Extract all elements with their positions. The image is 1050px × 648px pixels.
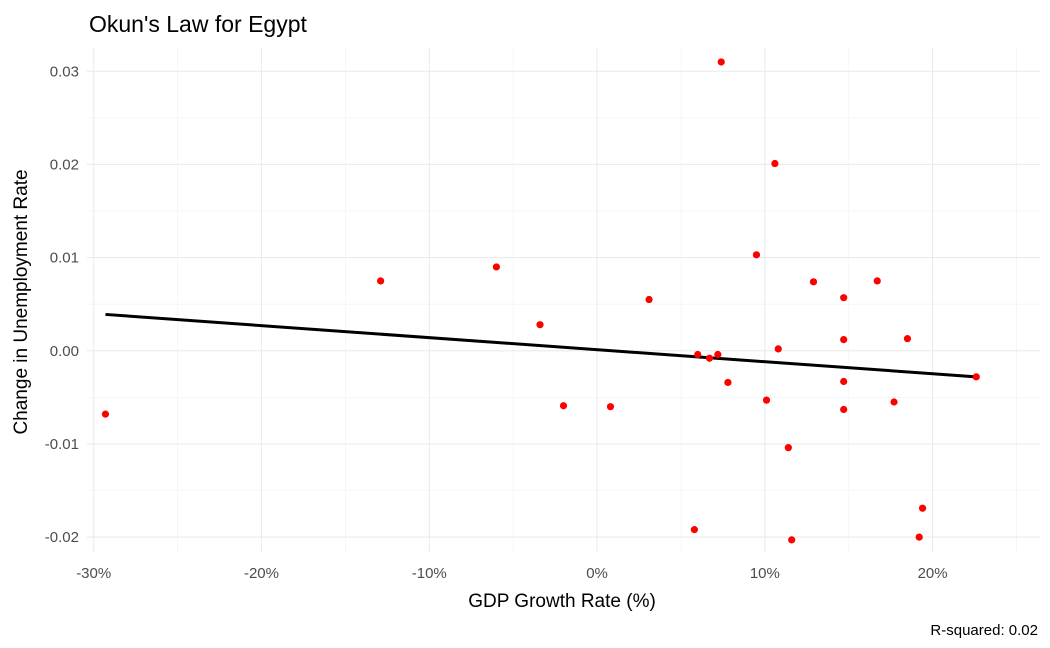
data-point bbox=[918, 504, 927, 512]
x-axis-title: GDP Growth Rate (%) bbox=[468, 591, 656, 612]
y-tick-label: -0.01 bbox=[45, 436, 79, 453]
y-tick-label: 0.01 bbox=[50, 250, 79, 267]
data-point bbox=[536, 321, 544, 329]
data-point bbox=[840, 294, 848, 302]
data-point bbox=[705, 354, 714, 362]
data-point bbox=[972, 373, 980, 381]
data-point bbox=[690, 526, 698, 534]
x-tick-label: -20% bbox=[244, 565, 279, 582]
data-point bbox=[724, 378, 732, 387]
data-point bbox=[714, 350, 722, 359]
x-tick-label: -30% bbox=[76, 565, 111, 582]
data-point bbox=[873, 277, 881, 285]
data-point bbox=[377, 277, 385, 285]
data-point bbox=[694, 350, 702, 359]
y-tick-label: 0.02 bbox=[50, 156, 79, 173]
y-tick-label: 0.00 bbox=[50, 343, 79, 360]
y-tick-label: -0.02 bbox=[45, 529, 79, 546]
data-point bbox=[559, 402, 568, 410]
r-squared-caption: R-squared: 0.02 bbox=[930, 622, 1038, 639]
x-axis-ticks: -30% -20% -10% 0% 10% 20% bbox=[76, 565, 947, 582]
data-point bbox=[101, 410, 110, 418]
data-point bbox=[492, 263, 500, 271]
data-point bbox=[771, 159, 779, 168]
x-tick-label: -10% bbox=[412, 565, 447, 582]
data-point bbox=[752, 251, 761, 259]
x-tick-label: 0% bbox=[586, 565, 608, 582]
chart-title: Okun's Law for Egypt bbox=[89, 11, 307, 37]
x-tick-label: 20% bbox=[918, 565, 948, 582]
x-tick-label: 10% bbox=[750, 565, 780, 582]
data-point bbox=[915, 533, 923, 541]
trend-line-layer bbox=[105, 312, 977, 379]
data-point bbox=[840, 405, 848, 414]
data-point bbox=[809, 278, 818, 286]
y-tick-label: 0.03 bbox=[50, 63, 79, 80]
data-point bbox=[645, 295, 653, 304]
data-points bbox=[101, 58, 980, 544]
data-point bbox=[903, 335, 912, 343]
y-axis-ticks: -0.02 -0.01 0.00 0.01 0.02 0.03 bbox=[45, 63, 79, 546]
data-point bbox=[774, 345, 782, 353]
data-point bbox=[840, 335, 848, 344]
data-point bbox=[890, 398, 898, 406]
data-point bbox=[788, 536, 796, 544]
regression-line bbox=[105, 312, 977, 379]
data-point bbox=[717, 58, 725, 66]
y-axis-title: Change in Unemployment Rate bbox=[11, 169, 32, 434]
data-point bbox=[784, 444, 792, 452]
data-point bbox=[840, 377, 848, 386]
plot-grid bbox=[87, 48, 1040, 552]
data-point bbox=[762, 396, 771, 404]
data-point bbox=[606, 403, 615, 411]
